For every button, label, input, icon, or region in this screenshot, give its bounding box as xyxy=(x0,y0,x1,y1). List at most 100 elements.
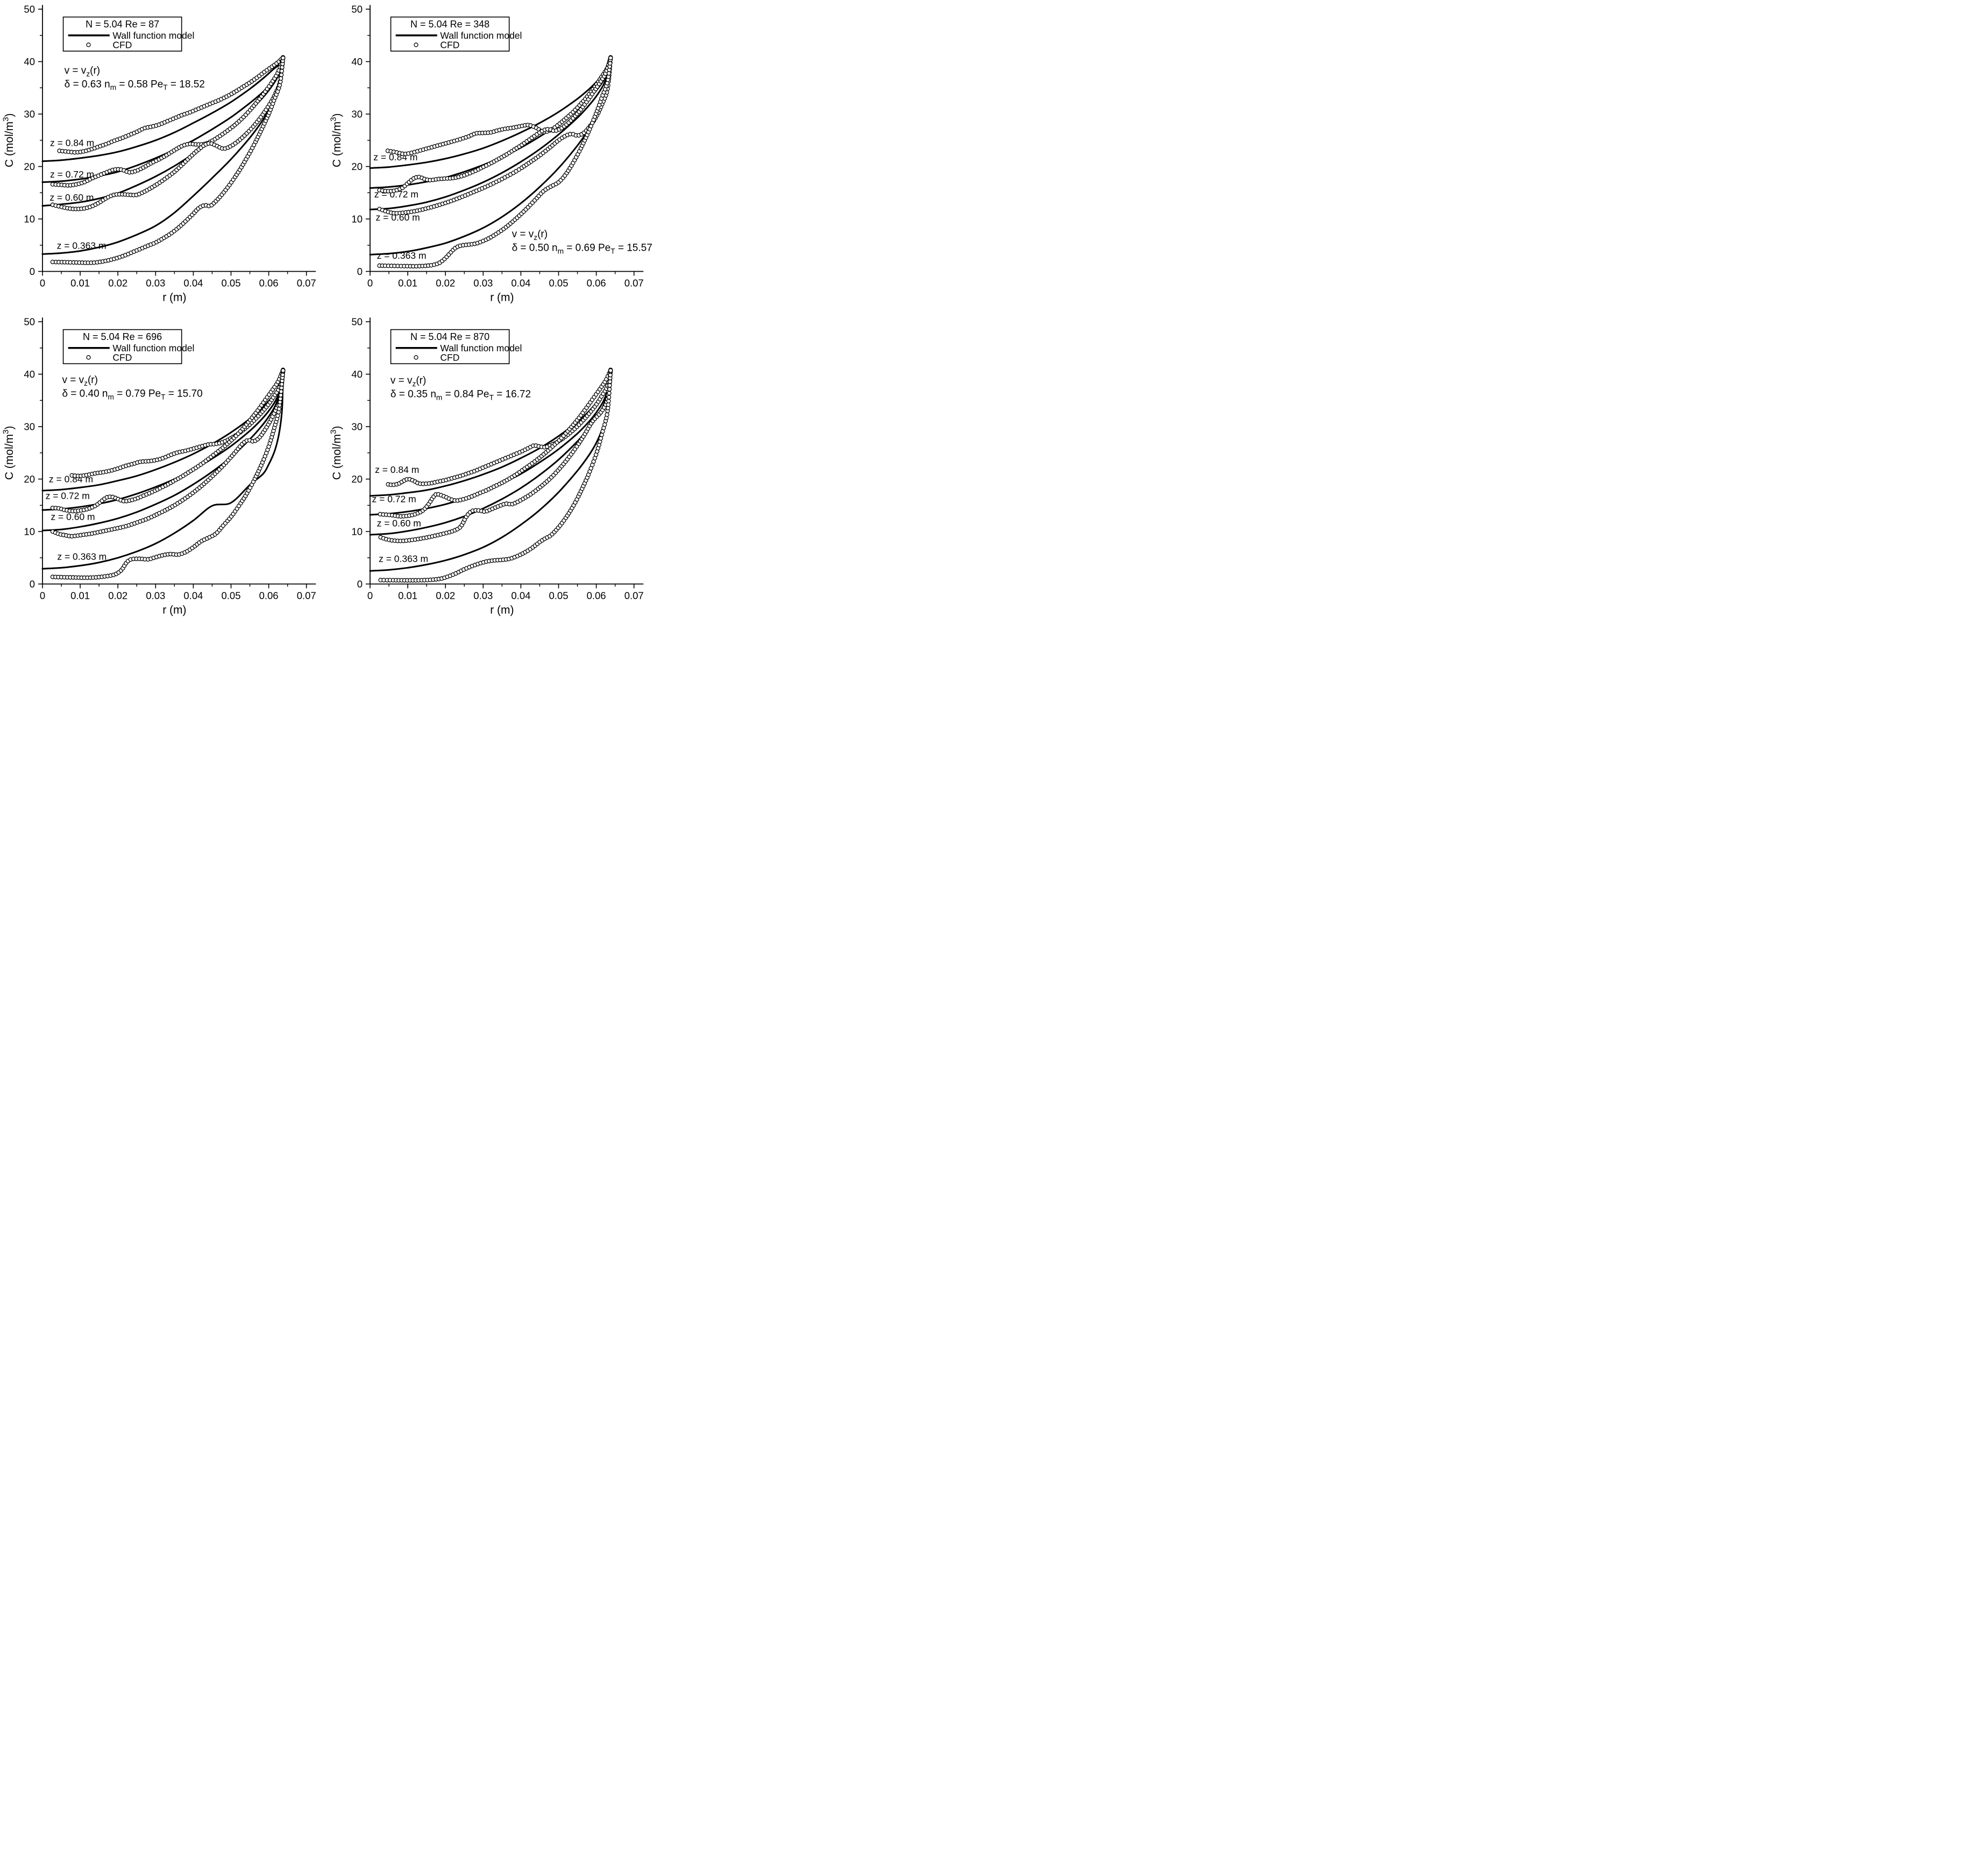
x-tick-label: 0.07 xyxy=(624,278,644,289)
cfd-point xyxy=(281,55,286,60)
x-tick-label: 0 xyxy=(40,278,45,289)
curve-label: z = 0.84 m xyxy=(50,137,94,148)
y-tick-label: 40 xyxy=(351,56,363,67)
legend-circle-sample xyxy=(414,355,418,360)
cfd-point xyxy=(608,373,613,378)
curve-label: z = 0.60 m xyxy=(376,212,420,223)
cfd-point xyxy=(279,72,284,77)
x-tick-label: 0.01 xyxy=(398,278,417,289)
cfd-point xyxy=(276,406,282,412)
legend-title: N = 5.04 Re = 87 xyxy=(86,19,159,30)
annotation-line2: δ = 0.63 nm = 0.58 PeT = 18.52 xyxy=(65,79,205,91)
x-tick-label: 0.03 xyxy=(146,278,165,289)
cfd-curve-z-0.72m xyxy=(50,367,286,514)
x-tick-label: 0.04 xyxy=(511,278,530,289)
y-tick-label: 40 xyxy=(24,56,35,67)
x-tick-label: 0.06 xyxy=(259,278,279,289)
cfd-curve-z-0.72m xyxy=(377,55,613,194)
panel-top-left-chart: 0 0.01 0.02 0.03 0.04 0.05 0.06 0.07 0 10 20 30 40 50… xyxy=(0,0,328,313)
curve-label: z = 0.72 m xyxy=(46,491,90,501)
annotation: v = vz(r)δ = 0.63 nm = 0.58 PeT = 18.52 xyxy=(65,65,205,91)
cfd-point xyxy=(606,402,611,407)
model-curve-z-0.60m xyxy=(41,371,284,532)
x-tick-label: 0 xyxy=(367,278,373,289)
x-tick-label: 0.07 xyxy=(297,278,316,289)
legend-box xyxy=(62,329,182,364)
axes: 0 0.01 0.02 0.03 0.04 0.05 0.06 0.07 0 10 20 30 40 50… xyxy=(329,4,644,304)
curve-label: z = 0.363 m xyxy=(57,240,106,251)
x-tick-label: 0.05 xyxy=(549,278,568,289)
legend-title: N = 5.04 Re = 348 xyxy=(410,19,489,30)
cfd-curve-z-0.84m xyxy=(385,55,613,157)
panel-bottom-left: 0 0.01 0.02 0.03 0.04 0.05 0.06 0.07 0 10 20 30 40 50… xyxy=(0,313,328,625)
y-tick-label: 10 xyxy=(351,214,363,225)
y-tick-label: 10 xyxy=(351,526,363,537)
legend-item-label: Wall function model xyxy=(112,30,194,41)
annotation-line1: v = vz(r) xyxy=(62,374,97,387)
annotation-line1: v = vz(r) xyxy=(65,65,100,78)
x-tick-label: 0.05 xyxy=(221,278,240,289)
legend-circle-sample xyxy=(86,355,91,360)
y-tick-label: 50 xyxy=(351,4,363,15)
y-axis-title: C (mol/m3) xyxy=(329,426,343,480)
x-tick-label: 0.06 xyxy=(587,590,606,601)
cfd-point xyxy=(279,68,284,74)
x-tick-label: 0.03 xyxy=(473,590,493,601)
legend-title: N = 5.04 Re = 870 xyxy=(410,331,489,342)
x-tick-label: 0.01 xyxy=(398,590,417,601)
x-tick-label: 0.01 xyxy=(70,590,90,601)
annotation-line1: v = vz(r) xyxy=(390,375,426,388)
y-tick-label: 30 xyxy=(24,109,35,120)
curve-labels: z = 0.84 mz = 0.72 mz = 0.60 mz = 0.363 … xyxy=(49,137,106,251)
panel-top-right: 0 0.01 0.02 0.03 0.04 0.05 0.06 0.07 0 10 20 30 40 50… xyxy=(328,0,656,313)
curve-labels: z = 0.84 mz = 0.72 mz = 0.60 mz = 0.363 … xyxy=(372,464,429,564)
cfd-point xyxy=(602,422,607,427)
legend-circle-sample xyxy=(86,43,91,47)
legend-item-label: CFD xyxy=(440,352,459,363)
x-tick-label: 0.02 xyxy=(436,278,455,289)
cfd-point xyxy=(607,387,612,392)
cfd-point xyxy=(277,83,282,88)
x-tick-label: 0.04 xyxy=(511,590,530,601)
cfd-point xyxy=(279,76,283,81)
x-tick-label: 0.05 xyxy=(221,590,240,601)
cfd-point xyxy=(606,399,611,403)
y-axis-title: C (mol/m3) xyxy=(2,113,16,167)
curve-label: z = 0.363 m xyxy=(57,551,106,562)
cfd-series xyxy=(378,367,613,583)
y-tick-label: 0 xyxy=(357,578,363,590)
legend-circle-sample xyxy=(414,43,418,47)
figure-grid: 0 0.01 0.02 0.03 0.04 0.05 0.06 0.07 0 10 20 30 40 50… xyxy=(0,0,656,625)
x-tick-label: 0.07 xyxy=(297,590,316,601)
legend-item-label: CFD xyxy=(112,39,132,50)
cfd-series xyxy=(50,367,286,580)
y-tick-label: 40 xyxy=(351,369,363,380)
cfd-point xyxy=(606,395,612,400)
x-tick-label: 0.04 xyxy=(183,590,203,601)
legend-box xyxy=(390,329,510,364)
y-tick-label: 0 xyxy=(357,266,363,277)
legend-item-label: Wall function model xyxy=(112,343,194,353)
annotation-line1: v = vz(r) xyxy=(512,229,548,242)
y-tick-label: 50 xyxy=(24,4,35,15)
y-tick-label: 10 xyxy=(24,526,35,537)
y-tick-label: 40 xyxy=(24,369,35,380)
annotation: v = vz(r)δ = 0.50 nm = 0.69 PeT = 15.57 xyxy=(512,229,652,255)
cfd-point xyxy=(278,393,283,398)
y-tick-label: 0 xyxy=(30,266,35,277)
cfd-point xyxy=(608,55,613,60)
x-axis-title: r (m) xyxy=(490,604,514,617)
annotation-line2: δ = 0.50 nm = 0.69 PeT = 15.57 xyxy=(512,242,652,255)
x-tick-label: 0.06 xyxy=(587,278,606,289)
legend-item-label: CFD xyxy=(112,352,132,363)
model-curve-z-0.60m xyxy=(369,58,612,210)
x-tick-label: 0.05 xyxy=(549,590,568,601)
x-tick-label: 0.01 xyxy=(70,278,90,289)
legend-box xyxy=(62,16,182,52)
curve-labels: z = 0.84 mz = 0.72 mz = 0.60 mz = 0.363 … xyxy=(46,473,107,562)
axes: 0 0.01 0.02 0.03 0.04 0.05 0.06 0.07 0 10 20 30 40 50… xyxy=(2,316,316,617)
model-curve-z-0.363m xyxy=(369,371,612,572)
panel-bottom-right: 0 0.01 0.02 0.03 0.04 0.05 0.06 0.07 0 10 20 30 40 50… xyxy=(328,313,656,625)
